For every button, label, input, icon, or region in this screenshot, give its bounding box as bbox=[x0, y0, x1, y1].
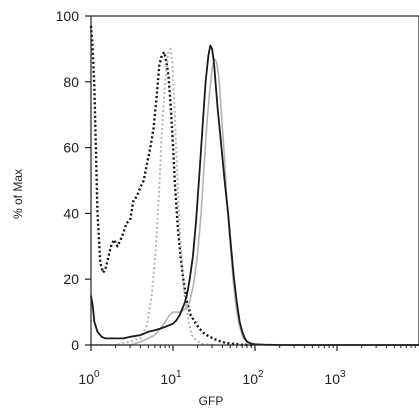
series-line-3 bbox=[91, 58, 256, 346]
series-line-2 bbox=[91, 47, 215, 346]
y-tick-label: 100 bbox=[56, 8, 80, 24]
y-tick-label: 0 bbox=[71, 337, 79, 353]
y-tick-label: 40 bbox=[63, 205, 79, 221]
series-line-4 bbox=[90, 44, 419, 346]
x-tick-label: 101 bbox=[160, 369, 182, 387]
axes: 0 20 40 60 80 100 100 101 102 103 bbox=[56, 8, 419, 387]
y-tick-label: 80 bbox=[63, 74, 79, 90]
x-axis-title: GFP bbox=[199, 394, 224, 408]
x-tick-label: 102 bbox=[242, 369, 264, 387]
plot-frame bbox=[90, 15, 419, 346]
y-axis-title: % of Max bbox=[11, 169, 25, 219]
y-tick-label: 20 bbox=[63, 271, 79, 287]
plot-area bbox=[89, 25, 419, 347]
x-tick-label: 100 bbox=[78, 369, 100, 387]
x-tick-label: 103 bbox=[324, 369, 346, 387]
series-line-1 bbox=[89, 25, 252, 347]
y-tick-label: 60 bbox=[63, 140, 79, 156]
